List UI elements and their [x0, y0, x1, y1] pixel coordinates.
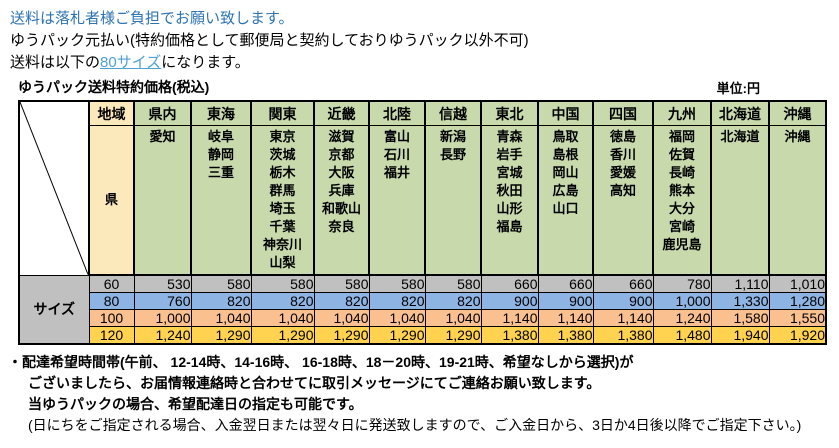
- delivery-date-note: 当ゆうパックの場合、希望配達日の指定も可能です。: [28, 396, 363, 412]
- price-cell: 1,290: [313, 326, 370, 345]
- prefecture-list-cell: 福岡 佐賀 長崎 熊本 大分 宮崎 鹿児島: [652, 125, 712, 276]
- price-cell: 1,480: [652, 326, 712, 345]
- price-cell: 1,140: [592, 309, 654, 327]
- intro-size-prefix: 送料は以下の: [10, 54, 101, 71]
- price-cell: 760: [133, 292, 192, 310]
- notes-section: ・配達希望時間帯(午前、 12-14時、14-16時、 16-18時、18－20…: [8, 352, 839, 436]
- size-header-label: サイズ: [18, 274, 90, 345]
- price-cell: 1,380: [592, 326, 654, 345]
- price-cell: 1,000: [133, 309, 192, 327]
- prefecture-list-cell: 愛知: [133, 125, 192, 276]
- prefecture-list-cell: 沖縄: [768, 125, 827, 276]
- price-cell: 580: [190, 274, 252, 293]
- price-cell: 1,380: [480, 326, 539, 345]
- price-cell: 660: [537, 274, 594, 293]
- diagonal-divider: [18, 100, 90, 276]
- prefecture-list-cell: 北海道: [710, 125, 770, 276]
- price-cell: 1,290: [190, 326, 252, 345]
- size-label: 80: [88, 292, 135, 310]
- price-cell: 1,380: [537, 326, 594, 345]
- intro-note-size: 送料は以下の80サイズになります。: [10, 52, 839, 74]
- price-cell: 1,240: [133, 326, 192, 345]
- intro-note-shipping-burden: 送料は落札者様ご負担でお願い致します。: [10, 10, 294, 27]
- price-cell: 820: [250, 292, 315, 310]
- price-cell: 1,940: [710, 326, 770, 345]
- region-header-cell: 東北: [480, 100, 539, 126]
- price-cell: 660: [592, 274, 654, 293]
- prefecture-list-cell: 富山 石川 福井: [368, 125, 426, 276]
- prefecture-list-cell: 鳥取 島根 岡山 広島 山口: [537, 125, 594, 276]
- price-cell: 580: [250, 274, 315, 293]
- price-cell: 820: [368, 292, 426, 310]
- price-cell: 1,000: [652, 292, 712, 310]
- price-cell: 1,040: [313, 309, 370, 327]
- region-header-cell: 東海: [190, 100, 252, 126]
- price-cell: 1,580: [710, 309, 770, 327]
- prefecture-list-cell: 青森 岩手 宮城 秋田 山形 福島: [480, 125, 539, 276]
- region-header-cell: 信越: [424, 100, 482, 126]
- price-cell: 1,110: [710, 274, 770, 293]
- table-title: ゆうパック送料特約価格(税込): [18, 79, 210, 95]
- price-cell: 900: [537, 292, 594, 310]
- price-cell: 900: [480, 292, 539, 310]
- price-cell: 580: [313, 274, 370, 293]
- shipping-rate-table: 地域 県内 東海 関東 近畿 北陸 信越 東北 中国 四国 九州 北海道 沖縄 …: [18, 100, 827, 345]
- price-cell: 1,040: [368, 309, 426, 327]
- price-cell: 820: [190, 292, 252, 310]
- price-cell: 820: [424, 292, 482, 310]
- contact-note: ございましたら、お届情報連絡時と合わせてに取引メッセージにてご連絡お願い致します…: [28, 375, 601, 391]
- prefecture-list-cell: 滋賀 京都 大阪 兵庫 和歌山 奈良: [313, 125, 370, 276]
- size-label: 100: [88, 309, 135, 327]
- price-cell: 1,920: [768, 326, 827, 345]
- intro-section: 送料は落札者様ご負担でお願い致します。 ゆうパック元払い(特約価格として郵便局と…: [10, 8, 839, 74]
- price-cell: 1,290: [424, 326, 482, 345]
- price-cell: 580: [424, 274, 482, 293]
- price-cell: 1,330: [710, 292, 770, 310]
- unit-label: 単位:円: [716, 81, 760, 96]
- price-cell: 1,240: [652, 309, 712, 327]
- intro-note-payment-method: ゆうパック元払い(特約価格として郵便局と契約しておりゆうパック以外不可): [10, 32, 529, 49]
- region-header-cell: 北陸: [368, 100, 426, 126]
- price-cell: 660: [480, 274, 539, 293]
- price-cell: 1,290: [250, 326, 315, 345]
- price-cell: 780: [652, 274, 712, 293]
- price-cell: 1,040: [424, 309, 482, 327]
- region-header-cell: 北海道: [710, 100, 770, 126]
- price-cell: 820: [313, 292, 370, 310]
- price-cell: 900: [592, 292, 654, 310]
- price-cell: 1,040: [190, 309, 252, 327]
- price-cell: 1,550: [768, 309, 827, 327]
- size-80-link[interactable]: 80サイズ: [100, 54, 162, 71]
- price-cell: 580: [368, 274, 426, 293]
- size-label: 60: [88, 274, 135, 293]
- region-header-cell: 四国: [592, 100, 654, 126]
- region-header-cell: 中国: [537, 100, 594, 126]
- prefecture-header-label: 県: [88, 125, 135, 276]
- size-label: 120: [88, 326, 135, 345]
- price-cell: 1,010: [768, 274, 827, 293]
- page: 送料は落札者様ご負担でお願い致します。 ゆうパック元払い(特約価格として郵便局と…: [8, 8, 839, 436]
- prefecture-list-cell: 新潟 長野: [424, 125, 482, 276]
- prefecture-list-cell: 岐阜 静岡 三重: [190, 125, 252, 276]
- region-header-cell: 県内: [133, 100, 192, 126]
- shipping-schedule-note: (日にちをご指定される場合、入金翌日または翌々日に発送致しますので、ご入金日から…: [28, 417, 802, 433]
- diagonal-line-icon: [20, 102, 88, 275]
- table-title-row: ゆうパック送料特約価格(税込) 単位:円: [18, 77, 825, 97]
- price-cell: 1,040: [250, 309, 315, 327]
- price-cell: 1,290: [368, 326, 426, 345]
- region-header-cell: 沖縄: [768, 100, 827, 126]
- region-header-label: 地域: [88, 100, 135, 126]
- price-cell: 530: [133, 274, 192, 293]
- region-header-cell: 九州: [652, 100, 712, 126]
- prefecture-list-cell: 徳島 香川 愛媛 高知: [592, 125, 654, 276]
- price-cell: 1,140: [537, 309, 594, 327]
- delivery-time-note: ・配達希望時間帯(午前、 12-14時、14-16時、 16-18時、18－20…: [8, 354, 634, 370]
- intro-size-suffix: になります。: [161, 54, 250, 71]
- region-header-cell: 関東: [250, 100, 315, 126]
- region-header-cell: 近畿: [313, 100, 370, 126]
- prefecture-list-cell: 東京 茨城 栃木 群馬 埼玉 千葉 神奈川 山梨: [250, 125, 315, 276]
- price-cell: 1,140: [480, 309, 539, 327]
- price-cell: 1,280: [768, 292, 827, 310]
